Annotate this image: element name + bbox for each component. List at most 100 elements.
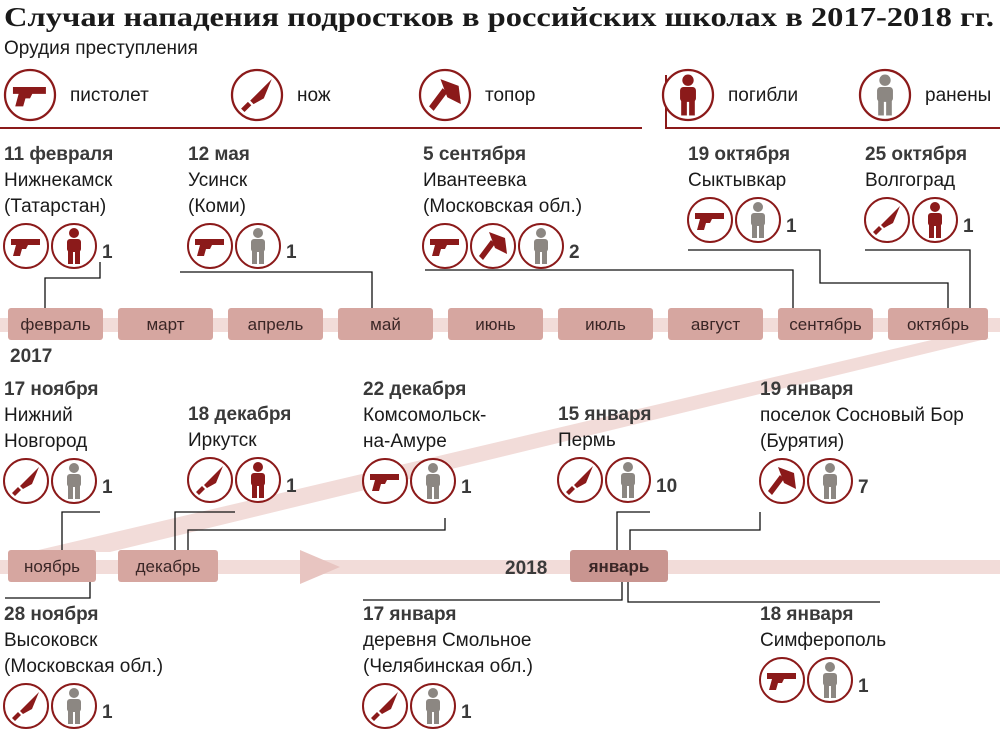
person-body bbox=[426, 699, 440, 712]
pistol-shape bbox=[12, 87, 46, 107]
pistol-icon bbox=[3, 223, 49, 269]
event-count: 1 bbox=[102, 477, 113, 498]
year-label: 2017 bbox=[10, 346, 52, 367]
person-head bbox=[536, 228, 546, 238]
connector bbox=[5, 582, 91, 599]
person-body bbox=[877, 87, 893, 102]
event-place: Пермь bbox=[558, 430, 616, 451]
event-place: (Московская обл.) bbox=[4, 656, 163, 677]
person-head bbox=[879, 74, 891, 86]
event-date: 18 декабря bbox=[188, 404, 291, 425]
pistol-shape bbox=[195, 239, 224, 256]
knife-icon bbox=[3, 683, 49, 729]
person-body bbox=[426, 474, 440, 487]
person-body bbox=[534, 239, 548, 252]
person-head bbox=[623, 462, 633, 472]
year-label: 2018 bbox=[505, 558, 547, 579]
wounded-icon bbox=[858, 68, 912, 122]
pistol-shape bbox=[11, 239, 40, 256]
connector bbox=[627, 582, 880, 603]
knife-shape bbox=[873, 206, 900, 235]
knife-icon bbox=[557, 457, 603, 503]
legend-label: ранены bbox=[925, 85, 991, 106]
month-box bbox=[338, 308, 433, 340]
month-label: декабрь bbox=[136, 557, 201, 576]
pistol-icon bbox=[187, 223, 233, 269]
person-leg bbox=[929, 225, 934, 238]
event-date: 17 ноября bbox=[4, 379, 99, 400]
axe-shape bbox=[768, 467, 796, 495]
person-leg bbox=[886, 100, 892, 116]
axe-icon bbox=[470, 223, 516, 269]
person-leg bbox=[68, 251, 73, 264]
connector bbox=[363, 582, 623, 601]
event-count: 1 bbox=[461, 477, 472, 498]
month-label: май bbox=[370, 315, 401, 334]
wounded-icon bbox=[605, 457, 651, 503]
pistol-shape bbox=[430, 239, 459, 256]
event-place: на-Амуре bbox=[363, 431, 447, 452]
knife-icon bbox=[864, 197, 910, 243]
event-place: Усинск bbox=[188, 170, 248, 191]
wounded-icon bbox=[51, 683, 97, 729]
person-leg bbox=[878, 100, 884, 116]
legend-label: пистолет bbox=[70, 85, 149, 106]
wounded-icon bbox=[410, 458, 456, 504]
event-place: (Челябинская обл.) bbox=[363, 656, 533, 677]
month-box bbox=[228, 308, 323, 340]
connector bbox=[61, 511, 100, 550]
event-count: 1 bbox=[102, 702, 113, 723]
connector bbox=[688, 249, 949, 308]
legend-label: нож bbox=[297, 85, 331, 106]
person-leg bbox=[434, 486, 439, 499]
month-box bbox=[778, 308, 873, 340]
person-body bbox=[928, 213, 942, 226]
connector bbox=[616, 511, 650, 550]
person-head bbox=[69, 228, 79, 238]
person-body bbox=[67, 474, 81, 487]
connector bbox=[180, 271, 373, 308]
event-place: Высоковск bbox=[4, 630, 98, 651]
knife-shape bbox=[566, 466, 593, 495]
month-box bbox=[558, 308, 653, 340]
month-label: март bbox=[146, 315, 184, 334]
month-label: сентябрь bbox=[789, 315, 862, 334]
pistol-icon bbox=[759, 657, 805, 703]
wounded-icon bbox=[807, 657, 853, 703]
month-label: апрель bbox=[248, 315, 304, 334]
knife-icon bbox=[187, 457, 233, 503]
person-head bbox=[825, 463, 835, 473]
event-place: поселок Сосновый Бор bbox=[760, 405, 964, 426]
killed-icon bbox=[912, 197, 958, 243]
month-label: октябрь bbox=[907, 315, 969, 334]
event-place: Нижнекамск bbox=[4, 170, 113, 191]
person-head bbox=[253, 462, 263, 472]
pistol-shape bbox=[767, 673, 796, 690]
title: Случаи нападения подростков в российских… bbox=[4, 2, 994, 32]
event-count: 2 bbox=[569, 242, 580, 263]
killed-icon bbox=[235, 457, 281, 503]
event-place: Новгород bbox=[4, 431, 87, 452]
person-body bbox=[823, 474, 837, 487]
event-count: 1 bbox=[286, 476, 297, 497]
person-leg bbox=[75, 251, 80, 264]
knife-shape bbox=[371, 692, 398, 721]
connectors bbox=[5, 249, 971, 603]
knife-shape bbox=[12, 467, 39, 496]
wounded-icon bbox=[518, 223, 564, 269]
person-leg bbox=[752, 225, 757, 238]
person-leg bbox=[542, 251, 547, 264]
person-leg bbox=[252, 485, 257, 498]
connector bbox=[865, 249, 971, 308]
event-count: 1 bbox=[286, 242, 297, 263]
event-place: (Коми) bbox=[188, 196, 246, 217]
knife-shape bbox=[12, 692, 39, 721]
person-head bbox=[825, 662, 835, 672]
wounded-icon bbox=[410, 683, 456, 729]
person-leg bbox=[75, 486, 80, 499]
month-label: июнь bbox=[475, 315, 516, 334]
person-leg bbox=[427, 711, 432, 724]
person-leg bbox=[252, 251, 257, 264]
event-count: 1 bbox=[461, 702, 472, 723]
